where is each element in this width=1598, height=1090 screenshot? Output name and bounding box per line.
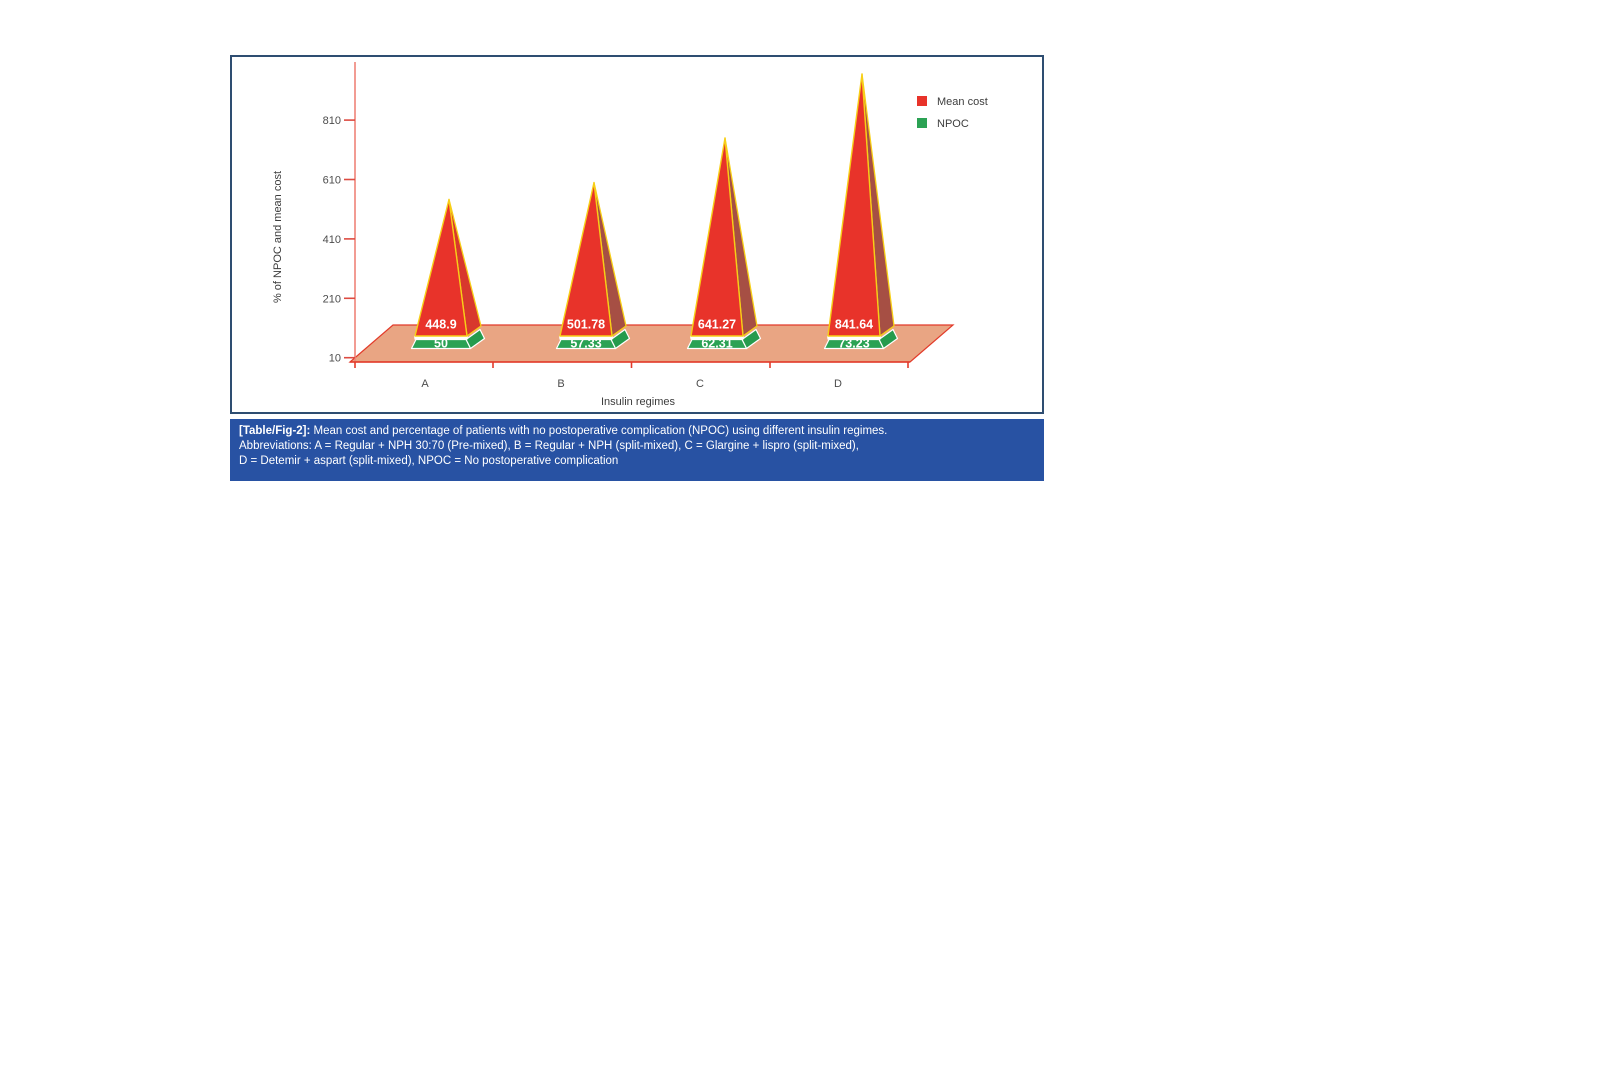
pyramid-mean-cost-B — [559, 181, 613, 337]
caption-line-1: [Table/Fig-2]: Mean cost and percentage … — [239, 424, 1035, 439]
pyramid-mean-cost-D — [827, 73, 881, 337]
npoc-label-D: 73.23 — [838, 337, 869, 351]
y-tick-label: 810 — [323, 115, 341, 127]
caption-text-1: Mean cost and percentage of patients wit… — [313, 425, 888, 437]
white-band-B — [559, 335, 613, 340]
legend-swatch-npoc — [917, 118, 927, 128]
legend-swatch-mean-cost — [917, 96, 927, 106]
figure-table-fig-2: 810 610 410 210 10 % of NPOC and mean cost A B C… — [230, 55, 1044, 481]
category-label-A: A — [421, 378, 429, 390]
y-tick-label: 210 — [323, 293, 341, 305]
figure-caption: [Table/Fig-2]: Mean cost and percentage … — [230, 419, 1044, 481]
white-band-C — [690, 335, 744, 340]
npoc-label-C: 62.31 — [701, 337, 732, 351]
white-band-D — [827, 335, 881, 340]
y-tick-label: 410 — [323, 234, 341, 246]
pyramid-mean-cost-A — [414, 198, 468, 337]
category-label-B: B — [557, 378, 564, 390]
pyramid-mean-cost-C — [690, 137, 744, 337]
y-axis-title: % of NPOC and mean cost — [272, 171, 284, 303]
legend-label-mean-cost: Mean cost — [937, 96, 988, 108]
pyramid-chart: 810 610 410 210 10 % of NPOC and mean cost A B C… — [272, 62, 988, 408]
category-label-D: D — [834, 378, 842, 390]
mean-cost-label-C: 641.27 — [698, 318, 736, 332]
y-tick-label: 610 — [323, 175, 341, 187]
y-tick-label: 10 — [329, 353, 341, 365]
caption-tag: [Table/Fig-2]: — [239, 425, 311, 437]
caption-line-2: Abbreviations: A = Regular + NPH 30:70 (… — [239, 439, 859, 452]
mean-cost-label-D: 841.64 — [835, 318, 873, 332]
category-label-C: C — [696, 378, 704, 390]
chart-panel: 810 610 410 210 10 % of NPOC and mean cost A B C… — [230, 55, 1044, 414]
legend-label-npoc: NPOC — [937, 118, 969, 130]
npoc-label-B: 57.33 — [570, 337, 601, 351]
caption-line-3: D = Detemir + aspart (split-mixed), NPOC… — [239, 454, 619, 467]
mean-cost-label-A: 448.9 — [425, 318, 456, 332]
mean-cost-label-B: 501.78 — [567, 318, 605, 332]
x-axis-title: Insulin regimes — [601, 396, 675, 408]
npoc-label-A: 50 — [434, 337, 448, 351]
white-band-A — [414, 335, 468, 340]
